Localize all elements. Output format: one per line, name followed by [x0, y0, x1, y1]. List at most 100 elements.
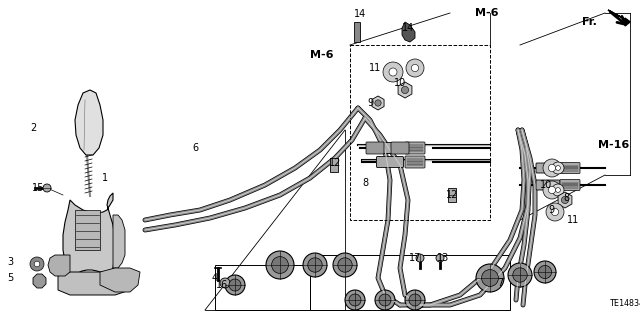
Text: 8: 8 [362, 178, 368, 188]
Circle shape [266, 251, 294, 279]
FancyBboxPatch shape [560, 162, 580, 174]
Circle shape [405, 290, 425, 310]
Circle shape [552, 162, 564, 174]
Text: 9: 9 [367, 98, 373, 108]
Circle shape [303, 253, 327, 277]
Circle shape [375, 290, 395, 310]
Text: 14: 14 [402, 23, 414, 33]
Text: 10: 10 [394, 78, 406, 88]
Circle shape [546, 203, 564, 221]
Circle shape [43, 184, 51, 192]
FancyBboxPatch shape [536, 180, 560, 190]
Text: TE1483400: TE1483400 [610, 299, 640, 308]
Text: 4: 4 [212, 273, 218, 283]
Text: 8: 8 [563, 193, 569, 203]
Circle shape [333, 253, 357, 277]
Circle shape [481, 270, 499, 286]
Text: 5: 5 [7, 273, 13, 283]
Polygon shape [608, 10, 630, 26]
Polygon shape [558, 192, 572, 208]
Text: M-6: M-6 [310, 50, 333, 60]
Polygon shape [33, 274, 46, 288]
Circle shape [561, 197, 568, 204]
Circle shape [375, 100, 381, 106]
Circle shape [345, 290, 365, 310]
Text: 11: 11 [567, 215, 579, 225]
Circle shape [416, 254, 424, 262]
Circle shape [556, 188, 561, 192]
Text: 11: 11 [369, 63, 381, 73]
Text: 12: 12 [329, 158, 341, 168]
Polygon shape [100, 268, 140, 292]
Text: 12: 12 [446, 190, 458, 200]
Polygon shape [398, 82, 412, 98]
FancyBboxPatch shape [366, 142, 384, 154]
Circle shape [308, 258, 322, 272]
Circle shape [508, 263, 532, 287]
Polygon shape [48, 255, 70, 276]
Text: 9: 9 [548, 205, 554, 215]
Bar [310, 255, 510, 310]
Circle shape [406, 59, 424, 77]
Text: 7: 7 [497, 278, 503, 288]
Circle shape [271, 256, 289, 273]
Circle shape [556, 166, 561, 170]
Circle shape [229, 279, 241, 291]
Circle shape [548, 164, 556, 172]
Circle shape [552, 184, 564, 196]
Text: 14: 14 [354, 9, 366, 19]
FancyBboxPatch shape [405, 142, 425, 154]
Circle shape [543, 159, 561, 177]
Text: 16: 16 [216, 280, 228, 290]
Circle shape [30, 257, 44, 271]
FancyBboxPatch shape [376, 143, 403, 153]
Polygon shape [75, 90, 103, 155]
Circle shape [436, 254, 444, 262]
Bar [350, 45, 490, 220]
Circle shape [534, 261, 556, 283]
Polygon shape [372, 96, 384, 110]
Circle shape [538, 265, 552, 278]
Circle shape [220, 278, 230, 288]
Polygon shape [75, 210, 100, 250]
Circle shape [349, 294, 361, 306]
Bar [330, 158, 338, 172]
Circle shape [513, 268, 527, 282]
Polygon shape [113, 215, 125, 268]
Text: M-16: M-16 [598, 140, 630, 150]
Polygon shape [63, 193, 115, 275]
Circle shape [476, 264, 504, 292]
Text: M-6: M-6 [476, 8, 499, 18]
Bar [354, 22, 360, 42]
Circle shape [552, 208, 559, 216]
Text: 3: 3 [7, 257, 13, 267]
Circle shape [383, 62, 403, 82]
Circle shape [543, 181, 561, 199]
FancyBboxPatch shape [391, 142, 409, 154]
Circle shape [34, 261, 40, 267]
FancyBboxPatch shape [536, 163, 560, 173]
Polygon shape [402, 22, 415, 42]
Circle shape [401, 86, 408, 93]
Text: 15: 15 [32, 183, 44, 193]
FancyBboxPatch shape [376, 157, 403, 167]
Text: 17: 17 [409, 253, 421, 263]
Text: 1: 1 [102, 173, 108, 183]
Circle shape [412, 64, 419, 71]
Text: 2: 2 [30, 123, 36, 133]
Circle shape [379, 294, 391, 306]
FancyBboxPatch shape [405, 156, 425, 168]
Text: 6: 6 [192, 143, 198, 153]
Text: 10: 10 [540, 180, 552, 190]
Bar [215, 265, 310, 310]
Text: 13: 13 [437, 253, 449, 263]
Bar [448, 188, 456, 202]
Text: Fr.: Fr. [582, 17, 597, 27]
Circle shape [338, 258, 352, 272]
Circle shape [409, 294, 421, 306]
FancyBboxPatch shape [560, 180, 580, 190]
Circle shape [225, 275, 245, 295]
Polygon shape [58, 272, 130, 295]
Circle shape [389, 68, 397, 76]
Circle shape [548, 186, 556, 194]
